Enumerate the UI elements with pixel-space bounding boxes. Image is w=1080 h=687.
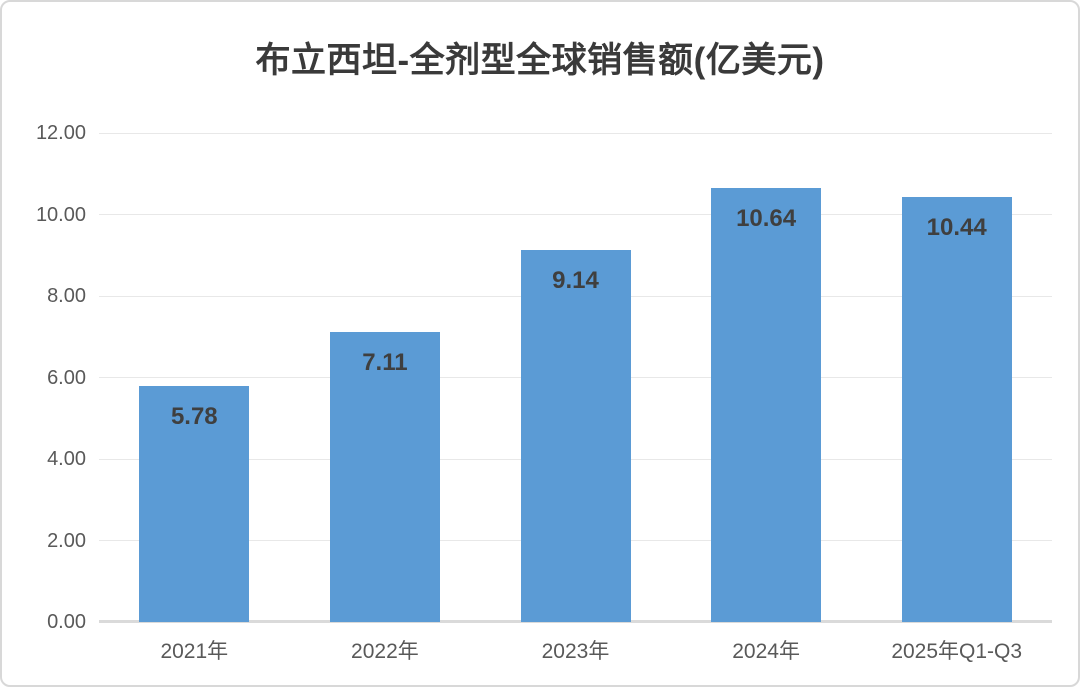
gridline (99, 132, 1052, 134)
y-axis-tick-label: 6.00 (47, 366, 86, 389)
y-axis-tick-label: 0.00 (47, 611, 86, 633)
x-axis-category-label: 2021年 (160, 640, 229, 663)
y-axis-tick-label: 4.00 (47, 448, 86, 470)
bar-value-label: 10.64 (736, 205, 797, 233)
bar-value-label: 10.44 (926, 213, 987, 241)
bar-value-label: 5.78 (170, 403, 218, 431)
plot-area: 0.00 2.00 4.00 6.00 8.00 10.00 12.00 5.78 2021年 7… (36, 122, 1052, 663)
chart-title: 布立西坦-全剂型全球销售额(亿美元) (255, 41, 825, 80)
bar: 10.44 (901, 196, 1012, 622)
y-axis-tick-label: 12.00 (35, 122, 86, 144)
bar: 7.11 (329, 332, 440, 622)
bar-value-label: 7.11 (362, 349, 408, 377)
y-axis-tick-label: 2.00 (47, 529, 86, 552)
y-axis-tick-label: 10.00 (35, 203, 86, 226)
x-axis-category-label: 2024年 (732, 640, 800, 663)
bar-value-label: 9.14 (552, 266, 599, 294)
x-axis-category-label: 2022年 (351, 640, 419, 663)
bar: 9.14 (520, 249, 631, 622)
bar: 5.78 (139, 386, 250, 622)
x-axis-category-label: 2025年Q1-Q3 (891, 640, 1023, 663)
x-axis-category-label: 2023年 (541, 640, 610, 663)
bar: 10.64 (711, 188, 822, 622)
y-axis-tick-label: 8.00 (47, 285, 86, 307)
gridline (99, 214, 1052, 215)
